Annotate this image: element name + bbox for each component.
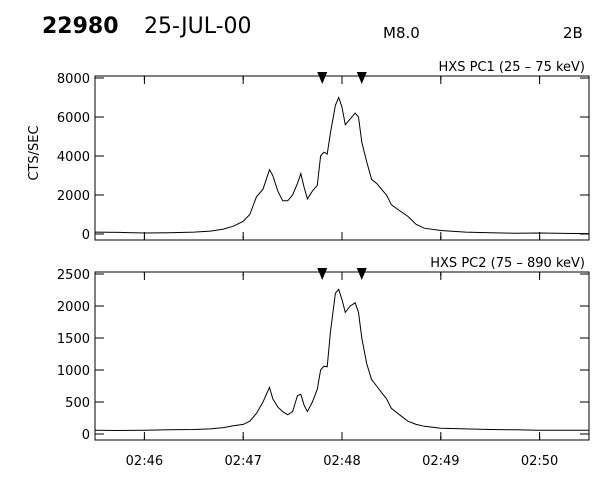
event-id: 22980 xyxy=(42,14,119,39)
time-marker xyxy=(356,72,367,84)
panel-title: HXS PC2 (75 – 890 keV) xyxy=(430,256,585,271)
plot-frame-1 xyxy=(94,75,590,241)
y-tick-label: 6000 xyxy=(57,111,90,126)
y-tick-label: 2500 xyxy=(57,268,90,283)
y-tick-label: 4000 xyxy=(57,150,90,165)
y-tick-label: 8000 xyxy=(57,72,90,87)
time-marker xyxy=(317,268,328,280)
x-tick-label: 02:46 xyxy=(126,454,163,469)
y-axis-label: CTS/SEC xyxy=(27,125,42,180)
y-tick-label: 2000 xyxy=(57,189,90,204)
goes-class: M8.0 xyxy=(383,24,420,42)
y-tick-label: 0 xyxy=(82,228,90,243)
y-tick-label: 2000 xyxy=(57,300,90,315)
series-line-1 xyxy=(94,96,590,235)
x-tick-label: 02:49 xyxy=(422,454,459,469)
plot-frame-2 xyxy=(94,271,590,441)
x-tick-label: 02:47 xyxy=(224,454,261,469)
y-tick-label: 1000 xyxy=(57,364,90,379)
flare-flag: 2B xyxy=(563,24,583,42)
y-tick-label: 1500 xyxy=(57,332,90,347)
x-tick-label: 02:50 xyxy=(521,454,558,469)
series-line-2 xyxy=(94,288,589,432)
panel-title: HXS PC1 (25 – 75 keV) xyxy=(439,60,585,75)
y-tick-label: 500 xyxy=(65,396,90,411)
event-date: 25-JUL-00 xyxy=(144,14,252,39)
time-marker xyxy=(317,72,328,84)
time-marker xyxy=(356,268,367,280)
y-tick-label: 0 xyxy=(82,428,90,443)
x-tick-label: 02:48 xyxy=(323,454,360,469)
